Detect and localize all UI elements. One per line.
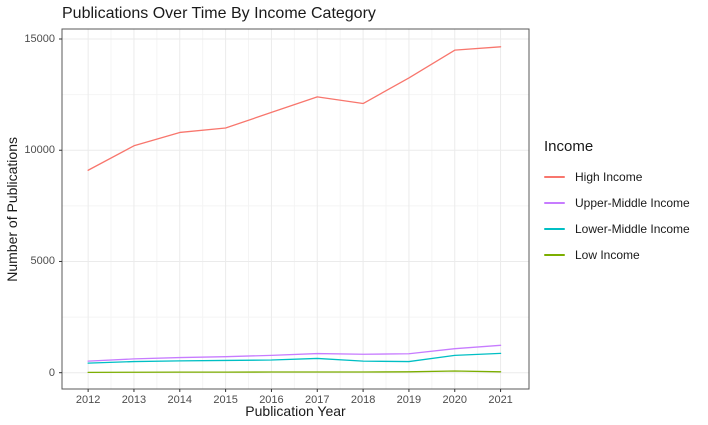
series-line-upper-middle-income xyxy=(87,344,502,362)
legend-label: Low Income xyxy=(575,248,640,262)
x-tick-label: 2021 xyxy=(488,394,513,406)
x-tick-label: 2018 xyxy=(350,394,376,406)
x-tick-label: 2013 xyxy=(121,394,147,406)
y-tick-label: 0 xyxy=(48,366,55,379)
x-axis-title: Publication Year xyxy=(245,403,346,419)
x-tick-label: 2016 xyxy=(259,394,284,406)
x-tick-label: 2019 xyxy=(396,394,422,406)
y-tick-label: 5000 xyxy=(30,255,55,268)
legend-key-line-icon xyxy=(544,202,565,204)
series-line-lower-middle-income xyxy=(87,352,502,364)
panel-border xyxy=(61,28,530,390)
series-line-low-income xyxy=(87,370,502,374)
legend-key-line-icon xyxy=(544,176,565,178)
x-tick-label: 2015 xyxy=(213,394,238,406)
legend-label: High Income xyxy=(575,170,643,184)
legend: Income High Income Upper-Middle Income Low… xyxy=(544,138,708,268)
x-tick-label: 2012 xyxy=(75,394,101,406)
x-tick-label: 2020 xyxy=(442,394,467,406)
y-axis-title: Number of Publications xyxy=(4,136,20,282)
legend-key-line-icon xyxy=(544,228,565,230)
x-tick-label: 2014 xyxy=(167,394,192,406)
legend-title: Income xyxy=(544,138,594,155)
legend-key-line-icon xyxy=(544,254,565,256)
y-tick-label: 10000 xyxy=(24,144,55,157)
legend-item: Lower-Middle Income xyxy=(544,216,708,242)
legend-item: Low Income xyxy=(544,242,708,268)
chart-title: Publications Over Time By Income Categor… xyxy=(62,5,376,22)
series-line-high-income xyxy=(87,46,502,171)
x-tick-label: 2017 xyxy=(305,394,330,406)
legend-item: High Income xyxy=(544,164,708,190)
y-tick-label: 15000 xyxy=(24,33,55,45)
legend-label: Upper-Middle Income xyxy=(575,196,690,210)
y-axis-title-wrap: Number of Publications xyxy=(2,29,22,389)
legend-item: Upper-Middle Income xyxy=(544,190,708,216)
panel-background xyxy=(62,29,529,389)
legend-items: High Income Upper-Middle Income Lower-Midd… xyxy=(544,164,708,268)
legend-label: Lower-Middle Income xyxy=(575,222,690,236)
